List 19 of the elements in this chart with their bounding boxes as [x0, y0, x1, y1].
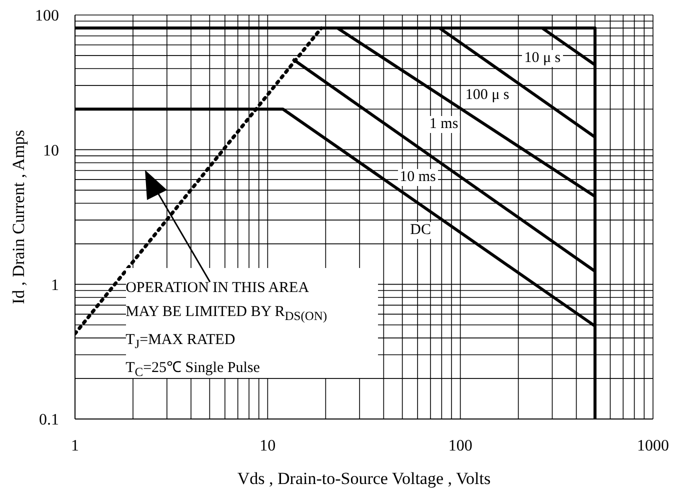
x-tick-label: 100 [448, 437, 472, 454]
annotation: T$_{C}$=25℃ Single Pulse [126, 359, 261, 381]
y-tick-label: 100 [35, 8, 59, 25]
series-label: DC [408, 222, 433, 239]
y-tick-label: 1 [51, 277, 59, 294]
annotation: T$_{J}$=MAX RATED [126, 331, 236, 353]
x-tick-label: 1000 [637, 437, 669, 454]
x-tick-label: 10 [260, 437, 276, 454]
y-axis-title: Id , Drain Current , Amps [9, 130, 28, 304]
y-tick-label: 10 [43, 142, 59, 160]
series-label: 100 μ s [463, 86, 512, 104]
annotation: OPERATION IN THIS AREA [126, 279, 310, 298]
x-axis-title: Vds , Drain-to-Source Voltage , Volts [237, 469, 491, 488]
annotation: MAY BE LIMITED BY R$_{DS(ON)}$ [126, 303, 328, 325]
y-tick-label: 0.1 [39, 412, 59, 429]
series-label: 1 ms [427, 116, 460, 134]
series-label: 10 ms [398, 169, 438, 186]
series-label: 10 μ s [522, 50, 563, 68]
x-tick-label: 1 [71, 437, 79, 454]
